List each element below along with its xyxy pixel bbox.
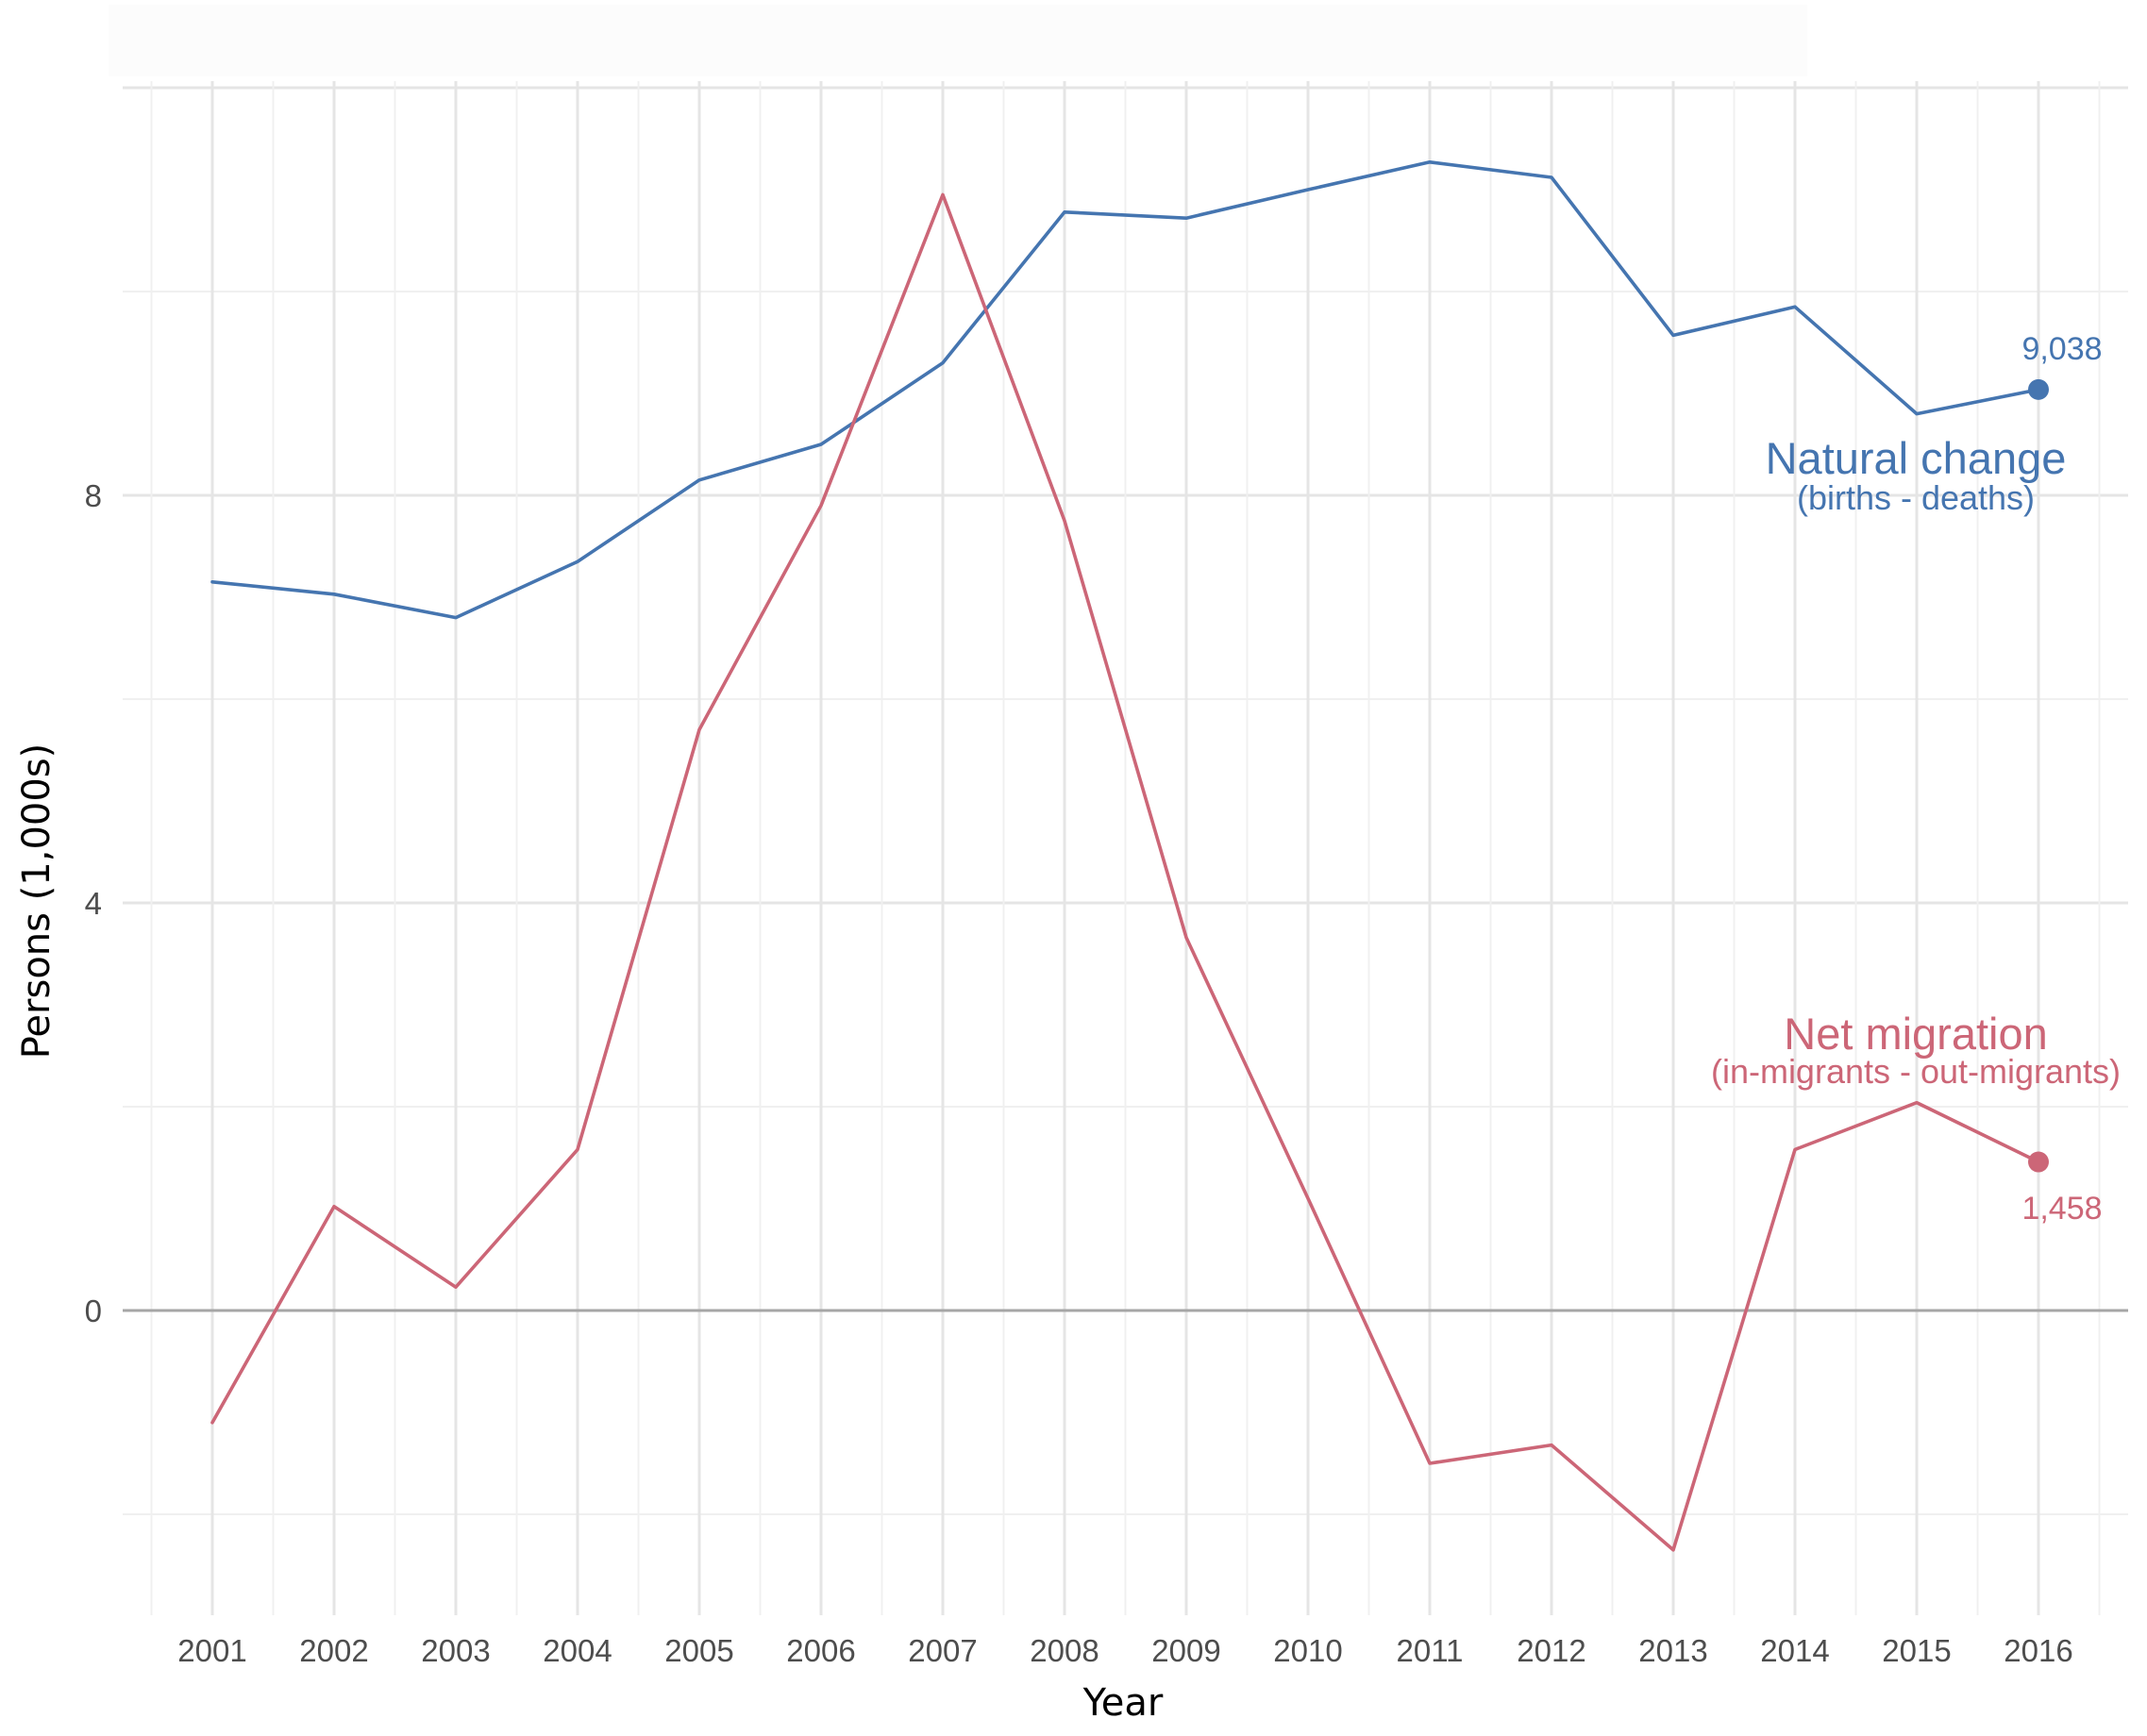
y-tick-label: 4 — [85, 886, 102, 921]
annotation-subtitle-natural-change: (births - deaths) — [1797, 478, 2035, 517]
x-tick-label: 2013 — [1638, 1633, 1707, 1668]
x-tick-label: 2006 — [786, 1633, 855, 1668]
series-lines — [210, 160, 2040, 1552]
x-tick-label: 2001 — [177, 1633, 246, 1668]
x-tick-label: 2011 — [1397, 1633, 1464, 1668]
x-tick-label: 2003 — [421, 1633, 490, 1668]
x-tick-label: 2009 — [1151, 1633, 1220, 1668]
y-tick-label: 8 — [85, 478, 102, 513]
end-points — [2028, 378, 2049, 1173]
annotation-title-net-migration: Net migration — [1784, 1009, 2048, 1059]
x-tick-label: 2002 — [299, 1633, 368, 1668]
y-axis-ticks: 0 4 8 — [85, 478, 102, 1328]
grid-lines — [123, 81, 2128, 1615]
x-tick-label: 2008 — [1030, 1633, 1099, 1668]
x-tick-label: 2007 — [908, 1633, 977, 1668]
series-line-natural-change — [210, 160, 2040, 620]
x-tick-label: 2005 — [664, 1633, 733, 1668]
title-placeholder-band — [109, 5, 1807, 76]
end-value-label-net-migration: 1,458 — [2021, 1191, 2102, 1227]
series-line-net-migration — [210, 192, 2040, 1552]
end-point-net-migration — [2028, 1151, 2049, 1173]
x-tick-label: 2012 — [1517, 1633, 1585, 1668]
x-axis-ticks: 2001 2002 2003 2004 2005 2006 2007 2008 2009 2010… — [177, 1633, 2072, 1668]
x-tick-label: 2016 — [2004, 1633, 2072, 1668]
end-value-label-natural-change: 9,038 — [2021, 331, 2102, 367]
annotations: Natural change(births - deaths) 9,038 Net … — [1711, 331, 2121, 1227]
x-tick-label: 2004 — [543, 1633, 612, 1668]
annotation-subtitle-net-migration: (in-migrants - out-migrants) — [1711, 1052, 2121, 1091]
x-tick-label: 2014 — [1760, 1633, 1829, 1668]
x-tick-label: 2015 — [1882, 1633, 1951, 1668]
y-axis-title: Persons (1,000s) — [15, 743, 59, 1060]
annotation-title-natural-change: Natural change — [1766, 433, 2067, 483]
x-tick-label: 2010 — [1273, 1633, 1342, 1668]
y-tick-label: 0 — [85, 1294, 102, 1328]
x-axis-title: Year — [1082, 1681, 1164, 1725]
end-point-natural-change — [2028, 378, 2049, 400]
